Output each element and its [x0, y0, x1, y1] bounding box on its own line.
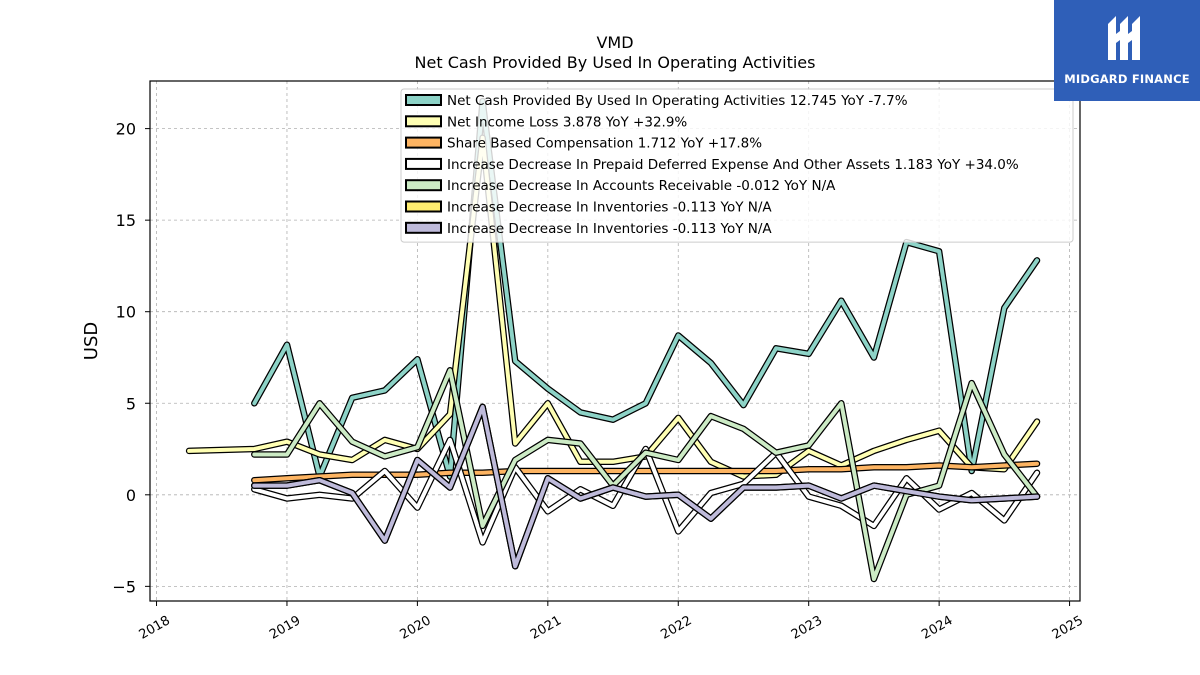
legend-entry-label: Share Based Compensation 1.712 YoY +17.8… [447, 136, 762, 152]
y-tick-label: 15 [116, 211, 136, 230]
legend-swatch [405, 200, 442, 213]
legend-swatch [405, 179, 442, 192]
plot-frame [149, 80, 1081, 602]
legend-swatch [405, 115, 442, 128]
y-tick-label: 0 [126, 486, 136, 505]
x-tick-label: 2025 [1050, 613, 1086, 643]
legend-entry-label: Increase Decrease In Inventories -0.113 … [447, 221, 772, 237]
legend-entry-label: Increase Decrease In Inventories -0.113 … [447, 200, 772, 216]
brand-name: MIDGARD FINANCE [1064, 72, 1190, 86]
series-line [187, 135, 1039, 479]
x-tick-label: 2024 [919, 613, 955, 643]
legend: Net Cash Provided By Used In Operating A… [400, 88, 1074, 243]
brand-logo: MIDGARD FINANCE [1054, 0, 1200, 101]
legend-box [400, 88, 1074, 243]
x-tick-label: 2022 [658, 613, 694, 643]
chart-subtitle: Net Cash Provided By Used In Operating A… [415, 53, 816, 72]
chart-title: VMD [596, 33, 633, 52]
y-tick-label: 20 [116, 120, 136, 139]
legend-swatch [405, 221, 442, 234]
x-tick-label: 2023 [789, 613, 825, 643]
legend-entry-label: Increase Decrease In Prepaid Deferred Ex… [447, 157, 1019, 173]
y-axis-label: USD [81, 322, 102, 360]
x-tick-label: 2018 [137, 613, 173, 643]
y-tick-label: 10 [116, 303, 136, 322]
series-line [252, 437, 1039, 545]
legend-entry-label: Net Income Loss 3.878 YoY +32.9% [447, 114, 687, 130]
midgard-logo-icon [1108, 16, 1140, 60]
y-tick-label: −5 [112, 577, 136, 596]
legend-swatch [405, 94, 442, 106]
legend-entry-label: Increase Decrease In Accounts Receivable… [447, 178, 836, 194]
series-line [252, 404, 1039, 569]
legend-entry-label: Net Cash Provided By Used In Operating A… [447, 93, 908, 109]
legend-swatch [405, 157, 442, 170]
legend-swatch [405, 136, 442, 149]
x-tick-label: 2021 [528, 613, 564, 643]
x-tick-label: 2020 [398, 613, 434, 643]
y-tick-label: 5 [126, 394, 136, 413]
x-tick-label: 2019 [267, 613, 303, 643]
series-line [252, 368, 1039, 581]
